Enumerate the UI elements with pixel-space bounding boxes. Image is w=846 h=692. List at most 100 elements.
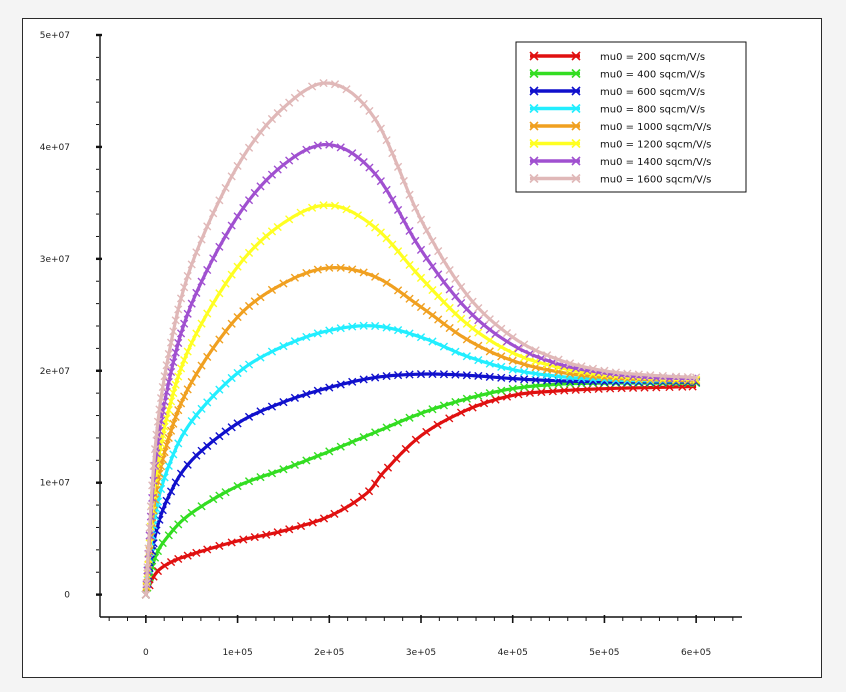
data-point-marker [290,152,299,161]
data-point-marker [171,380,180,389]
data-point-marker [468,403,477,412]
data-point-marker [197,361,206,370]
data-point-marker [279,279,288,288]
data-point-marker [233,419,242,428]
data-point-marker [358,492,367,501]
data-point-marker [364,487,374,496]
data-point-marker [382,371,391,381]
data-point-marker [411,203,420,212]
data-point-marker [388,148,397,158]
legend-item: mu0 = 1200 sqcm/V/s [529,138,711,151]
data-point-marker [203,265,212,275]
data-point-marker [267,347,277,356]
data-point-marker [221,327,230,336]
data-point-marker [158,538,167,548]
data-point-marker [411,267,420,276]
legend-marker [529,86,539,96]
data-point-marker [160,561,169,570]
data-point-marker [462,371,471,380]
data-point-marker [371,169,380,178]
data-point-marker [439,342,449,351]
data-point-marker [411,298,420,308]
data-point-marker [273,528,282,537]
data-point-marker [221,183,230,193]
data-point-marker [183,347,192,356]
series-3 [141,369,701,599]
data-point-marker [313,265,322,274]
data-point-marker [428,369,437,379]
data-point-marker [244,196,254,205]
y-tick-label: 1e+07 [40,479,70,489]
data-point-marker [359,99,368,109]
legend-marker [529,173,539,184]
data-point-marker [405,329,414,338]
data-point-marker [359,321,368,330]
data-point-marker [267,469,277,478]
data-point-marker [183,460,192,469]
data-point-marker [393,247,403,256]
data-point-marker [296,89,305,98]
data-point-marker [239,535,248,544]
data-point-marker [256,407,265,416]
x-tick-label: 4e+05 [498,648,528,658]
data-point-marker [302,332,311,342]
series-8 [141,78,701,599]
data-point-marker [180,283,189,292]
data-point-marker [221,279,230,288]
data-point-marker [233,212,242,221]
data-point-marker [439,319,449,328]
data-point-marker [215,335,224,344]
data-point-marker [158,455,167,464]
data-point-marker [468,297,477,306]
data-point-marker [439,370,449,379]
data-point-marker [221,488,230,497]
data-point-marker [187,260,196,269]
data-point-marker [250,297,259,306]
data-point-marker [439,256,449,265]
legend-label: mu0 = 600 sqcm/V/s [600,87,705,98]
data-point-marker [183,309,192,318]
data-point-marker [156,393,166,403]
data-point-marker [520,382,529,392]
legend-marker [529,156,539,166]
legend-item: mu0 = 1000 sqcm/V/s [529,121,711,133]
data-point-marker [349,498,359,507]
data-point-marker [171,316,180,325]
data-point-marker [215,491,224,500]
data-point-marker [508,374,517,383]
data-point-marker [215,432,224,441]
data-point-marker [227,538,236,547]
data-point-marker [215,196,224,205]
data-point-marker [393,162,403,171]
data-point-marker [176,329,186,338]
data-point-marker [422,427,431,437]
data-point-marker [209,495,218,504]
data-point-marker [531,375,540,384]
data-point-marker [485,347,494,356]
data-point-marker [319,514,329,523]
data-point-marker [399,176,408,186]
data-point-marker [497,386,506,395]
data-point-marker [203,309,212,318]
data-point-marker [451,292,460,301]
data-point-marker [180,428,189,437]
x-tick-label: 3e+05 [406,648,436,658]
x-tick-label: 0 [143,648,149,658]
data-point-marker [497,324,506,333]
data-point-marker [227,221,236,230]
data-point-marker [416,302,426,312]
data-point-marker [144,544,153,553]
data-point-marker [142,578,151,588]
data-point-marker [187,417,196,426]
legend-label: mu0 = 1400 sqcm/V/s [600,157,711,168]
data-point-marker [359,375,368,384]
x-tick-label: 6e+05 [681,648,711,658]
data-point-marker [439,277,449,287]
data-point-marker [209,299,218,308]
data-point-marker [162,414,171,423]
data-point-marker [634,370,643,379]
series-4 [141,321,701,599]
data-point-marker [187,508,196,518]
data-point-marker [474,341,483,350]
data-point-marker [416,333,426,342]
